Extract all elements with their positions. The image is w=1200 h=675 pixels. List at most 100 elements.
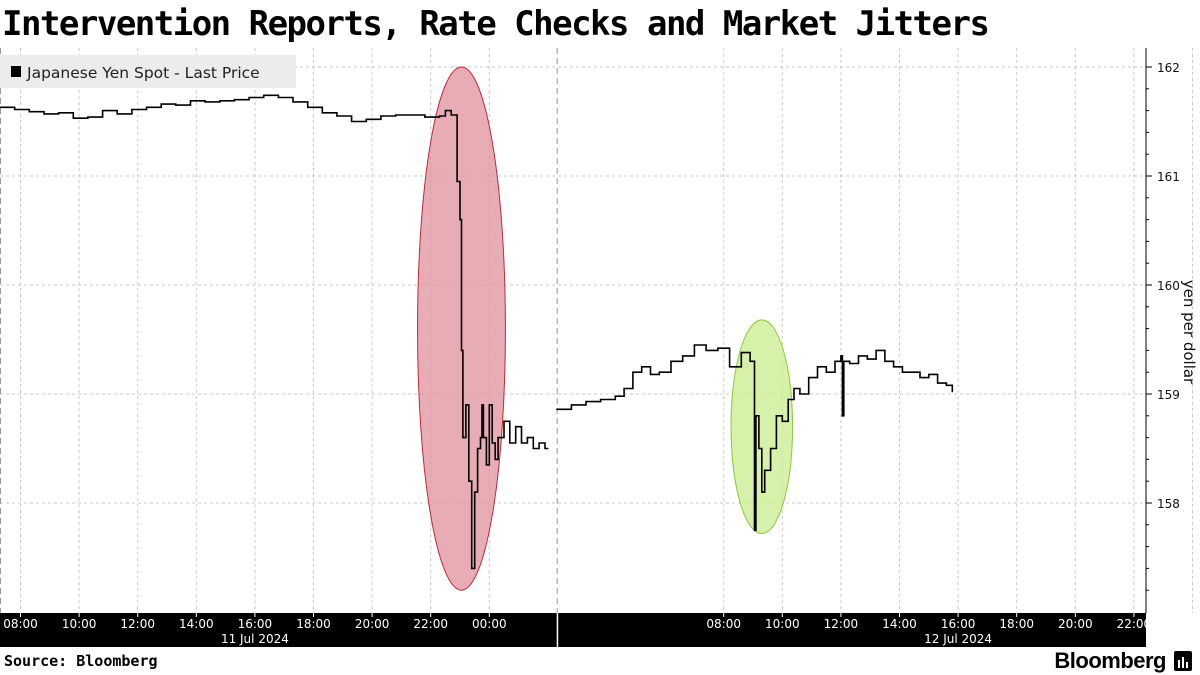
price-point bbox=[292, 101, 294, 103]
price-point bbox=[394, 114, 397, 116]
price-point bbox=[769, 447, 772, 450]
price-point bbox=[219, 100, 221, 102]
annotations bbox=[417, 66, 794, 591]
price-point bbox=[623, 387, 625, 390]
x-tick-label: 18:00 bbox=[999, 617, 1034, 631]
price-point bbox=[682, 355, 684, 357]
y-tick-label: 159 bbox=[1157, 388, 1180, 402]
price-point bbox=[705, 349, 707, 351]
price-point bbox=[901, 371, 904, 373]
x-tick-label: 08:00 bbox=[706, 617, 741, 631]
y-axis: 158 159 160 161 162 bbox=[1145, 48, 1180, 613]
price-point bbox=[277, 96, 279, 99]
price-point bbox=[14, 108, 16, 111]
price-point bbox=[793, 387, 795, 390]
price-point bbox=[444, 110, 446, 112]
price-point bbox=[544, 447, 546, 450]
price-point bbox=[775, 415, 778, 417]
price-point bbox=[515, 426, 517, 428]
price-point bbox=[787, 398, 789, 401]
price-point bbox=[928, 373, 930, 375]
x-tick-label: 14:00 bbox=[882, 617, 917, 631]
price-point bbox=[263, 94, 265, 96]
price-point bbox=[570, 404, 572, 406]
price-point bbox=[497, 437, 499, 439]
x-tick-label: 20:00 bbox=[1058, 617, 1093, 631]
price-point bbox=[465, 404, 467, 406]
price-point bbox=[321, 112, 323, 114]
price-point bbox=[116, 113, 118, 115]
price-point bbox=[494, 458, 496, 460]
price-point bbox=[749, 360, 751, 362]
x-axis-day-divider bbox=[556, 613, 559, 647]
price-point bbox=[893, 366, 895, 368]
y-tick-label: 162 bbox=[1157, 61, 1180, 75]
bloomberg-logo: Bloomberg bbox=[1054, 648, 1166, 673]
x-tick-label: 10:00 bbox=[765, 617, 800, 631]
price-point bbox=[160, 103, 162, 105]
price-point bbox=[482, 437, 485, 439]
price-point bbox=[460, 349, 463, 351]
price-point bbox=[758, 447, 760, 450]
price-point bbox=[532, 447, 534, 450]
source-note: Source: Bloomberg bbox=[4, 652, 158, 670]
price-point bbox=[670, 360, 672, 362]
price-point bbox=[951, 391, 953, 393]
price-point bbox=[547, 447, 549, 450]
price-point bbox=[658, 371, 660, 373]
price-point bbox=[351, 120, 353, 123]
price-point bbox=[866, 358, 868, 360]
price-point bbox=[585, 401, 587, 403]
price-point bbox=[808, 377, 810, 379]
price-point bbox=[632, 371, 634, 373]
x-tick-label: 16:00 bbox=[238, 617, 273, 631]
price-point bbox=[520, 442, 523, 444]
price-point bbox=[945, 384, 947, 386]
price-point bbox=[471, 567, 473, 570]
price-point bbox=[204, 101, 206, 103]
price-point bbox=[740, 351, 742, 354]
price-point bbox=[43, 113, 45, 115]
price-point bbox=[485, 464, 487, 466]
price-point bbox=[781, 420, 783, 422]
legend-label: Japanese Yen Spot - Last Price bbox=[26, 64, 260, 82]
price-point bbox=[28, 111, 30, 113]
price-line-segment bbox=[556, 344, 954, 532]
price-point bbox=[380, 115, 382, 117]
price-point bbox=[849, 362, 851, 365]
rate-check-ellipse bbox=[730, 319, 794, 535]
grid bbox=[0, 48, 1194, 613]
price-point bbox=[476, 447, 479, 450]
price-point bbox=[717, 347, 719, 349]
price-point bbox=[538, 442, 540, 444]
price-point bbox=[488, 404, 490, 406]
price-point bbox=[526, 437, 529, 439]
x-tick-label: 12:00 bbox=[120, 617, 155, 631]
price-point bbox=[919, 377, 921, 379]
x-tick-label: 00:00 bbox=[472, 617, 507, 631]
price-point bbox=[755, 415, 757, 417]
x-date-label: 12 Jul 2024 bbox=[924, 632, 992, 646]
price-point bbox=[761, 491, 763, 493]
price-point bbox=[189, 100, 192, 102]
price-point bbox=[462, 437, 464, 439]
price-point bbox=[937, 382, 939, 384]
x-tick-label: 16:00 bbox=[941, 617, 976, 631]
price-point bbox=[131, 108, 133, 111]
price-point bbox=[175, 104, 177, 106]
price-point bbox=[479, 437, 482, 439]
price-point bbox=[424, 116, 426, 118]
y-tick-label: 160 bbox=[1157, 279, 1180, 293]
price-point bbox=[841, 415, 843, 417]
price-point bbox=[365, 118, 367, 120]
price-point bbox=[834, 360, 836, 362]
legend-box bbox=[0, 55, 296, 88]
price-point bbox=[145, 106, 148, 108]
price-point bbox=[233, 99, 235, 101]
x-tick-label: 18:00 bbox=[296, 617, 331, 631]
price-point bbox=[649, 373, 652, 375]
price-point bbox=[101, 110, 104, 112]
legend-swatch bbox=[11, 66, 21, 77]
price-point bbox=[600, 398, 602, 401]
price-point bbox=[491, 442, 493, 444]
